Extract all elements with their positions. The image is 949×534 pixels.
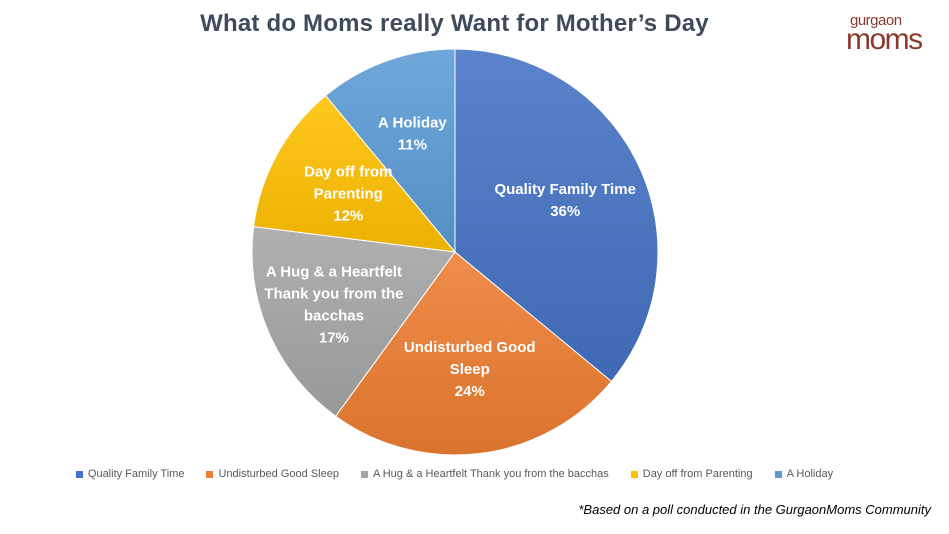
legend-label: Quality Family Time (87, 468, 185, 480)
legend-item-undisturbed-good-sleep: Undisturbed Good Sleep (206, 468, 339, 480)
legend-label: A Holiday (786, 468, 834, 480)
legend-label: Undisturbed Good Sleep (218, 468, 339, 480)
legend-swatch (630, 470, 638, 478)
pie-chart: Quality Family Time 36% Undisturbed Good Sl… (251, 48, 659, 456)
slice-label-a-hug-a-heartfelt-thank-you-from-the-bacchas: A Hug & a Heartfelt Thank you from the bac… (264, 263, 403, 346)
logo-text-bottom: moms (846, 23, 923, 56)
legend-item-a-holiday: A Holiday (774, 468, 834, 480)
legend-swatch (360, 470, 368, 478)
slice-label-day-off-from-parenting: Day off from Parenting 12% (304, 163, 392, 224)
legend-label: Day off from Parenting (642, 468, 753, 480)
logo-text-top: gurgaon (850, 12, 902, 29)
slice-label-a-holiday: A Holiday 11% (378, 115, 447, 154)
legend-swatch (206, 470, 214, 478)
pie-slice-a-hug-a-heartfelt-thank-you-from-the-bacchas (251, 225, 456, 417)
slice-label-undisturbed-good-sleep: Undisturbed Good Sleep 24% (404, 339, 536, 400)
pie-slice-undisturbed-good-sleep (334, 251, 613, 456)
brand-logo: gurgaon moms (846, 12, 934, 56)
pie-slice-day-off-from-parenting (253, 94, 457, 253)
legend-item-quality-family-time: Quality Family Time (75, 468, 185, 480)
legend-label: A Hug & a Heartfelt Thank you from the b… (372, 468, 609, 480)
pie-slice-a-holiday (324, 48, 456, 254)
chart-legend: Quality Family Time Undisturbed Good Slee… (0, 468, 909, 480)
legend-swatch (75, 470, 83, 478)
legend-item-a-hug-a-heartfelt-thank-you-from-the-bacchas: A Hug & a Heartfelt Thank you from the b… (360, 468, 609, 480)
legend-swatch (774, 470, 782, 478)
footnote: *Based on a poll conducted in the Gurgao… (578, 502, 931, 517)
pie-slice-quality-family-time (454, 48, 659, 383)
legend-item-day-off-from-parenting: Day off from Parenting (630, 468, 753, 480)
slice-label-quality-family-time: Quality Family Time 36% (494, 181, 635, 220)
chart-title: What do Moms really Want for Mother’s Da… (200, 10, 709, 37)
